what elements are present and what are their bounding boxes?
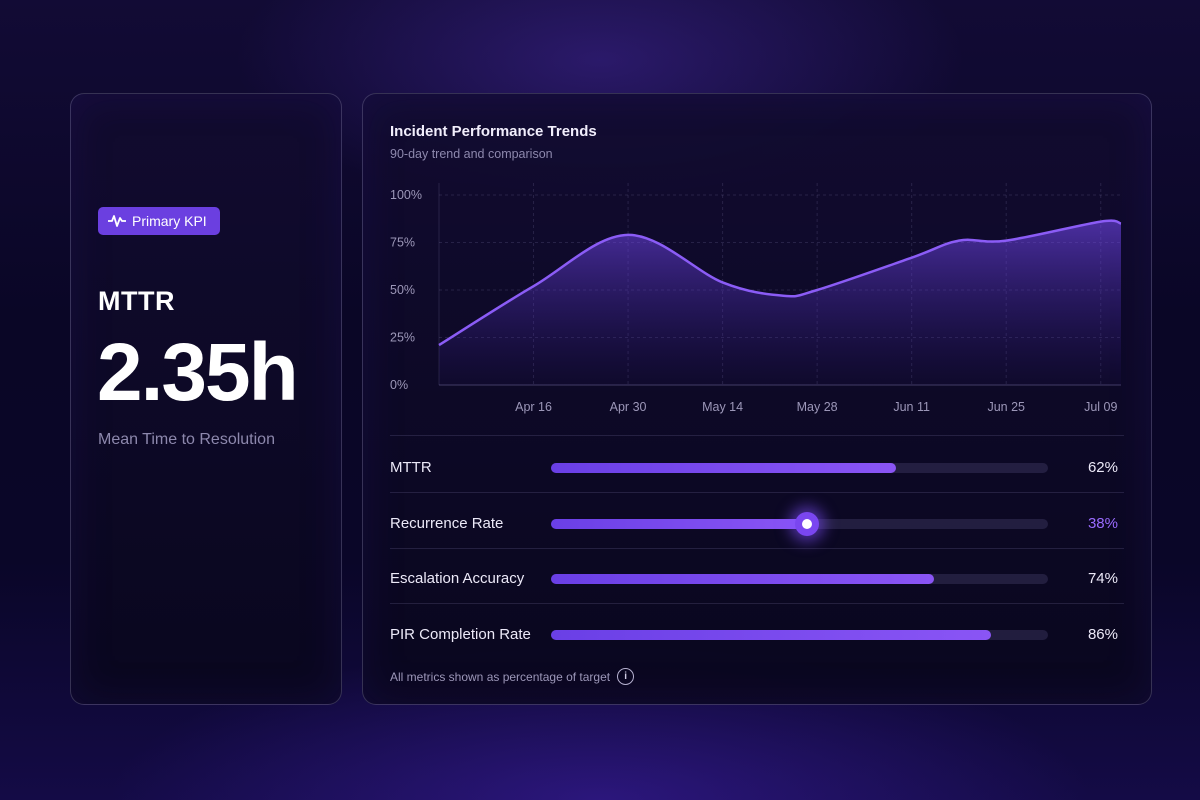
metric-progress-fill <box>551 463 897 473</box>
metric-value: 62% <box>1087 459 1118 476</box>
chart-subtitle: 90-day trend and comparison <box>390 147 553 161</box>
series-area <box>439 220 1121 385</box>
metric-row: MTTR 62% <box>390 458 1124 478</box>
x-tick-label: Jul 09 <box>1084 400 1117 414</box>
x-tick-label: May 28 <box>797 400 838 414</box>
primary-kpi-badge-label: Primary KPI <box>132 213 207 229</box>
x-tick-label: Jun 11 <box>893 400 930 414</box>
x-tick-label: Apr 30 <box>610 400 647 414</box>
x-tick-label: Jun 25 <box>987 400 1025 414</box>
metric-label: PIR Completion Rate <box>390 626 531 643</box>
metric-row: Recurrence Rate 38% <box>390 512 1124 536</box>
metric-divider <box>390 492 1124 493</box>
y-tick-label: 75% <box>390 236 415 250</box>
footnote-text: All metrics shown as percentage of targe… <box>390 669 611 684</box>
x-tick-label: Apr 16 <box>515 400 552 414</box>
metric-label: Escalation Accuracy <box>390 570 525 587</box>
trends-card: Incident Performance Trends 90-day trend… <box>362 93 1152 705</box>
primary-kpi-badge: Primary KPI <box>98 207 220 235</box>
metric-row: PIR Completion Rate 86% <box>390 625 1124 645</box>
metric-value: 38% <box>1087 515 1118 532</box>
pulse-icon <box>108 214 126 228</box>
series-line <box>438 219 1122 347</box>
metric-progress-track[interactable] <box>551 512 1048 536</box>
metric-divider <box>390 603 1124 604</box>
kpi-card: Primary KPI MTTR 2.35h Mean Time to Reso… <box>70 93 342 705</box>
kpi-name: MTTR <box>98 286 175 316</box>
metric-progress-track <box>551 463 1048 473</box>
kpi-description: Mean Time to Resolution <box>98 431 275 448</box>
info-icon[interactable]: i <box>617 668 635 685</box>
y-tick-label: 0% <box>390 378 408 392</box>
slider-handle[interactable] <box>794 512 819 536</box>
y-tick-label: 25% <box>390 331 415 345</box>
y-tick-label: 50% <box>390 283 415 297</box>
metric-progress-fill <box>551 519 807 529</box>
metric-progress-track <box>551 574 1048 584</box>
metric-value: 74% <box>1087 570 1118 587</box>
metric-progress-fill <box>551 630 991 640</box>
metric-row: Escalation Accuracy 74% <box>390 569 1124 589</box>
footnote: All metrics shown as percentage of targe… <box>390 668 635 685</box>
kpi-value: 2.35h <box>97 327 299 418</box>
metric-label: MTTR <box>390 459 432 476</box>
y-tick-label: 100% <box>390 188 422 202</box>
chart-title: Incident Performance Trends <box>390 123 597 140</box>
x-tick-label: May 14 <box>702 400 743 414</box>
metric-progress-fill <box>551 574 934 584</box>
metric-value: 86% <box>1087 626 1118 643</box>
metric-label: Recurrence Rate <box>390 515 504 532</box>
trend-chart: 0% 25% 50% 75% 100% Apr 16 Apr 30 May 14 May 28 J… <box>390 183 1122 414</box>
metric-divider <box>390 435 1124 436</box>
metric-progress-track <box>551 630 1048 640</box>
metric-divider <box>390 548 1124 549</box>
